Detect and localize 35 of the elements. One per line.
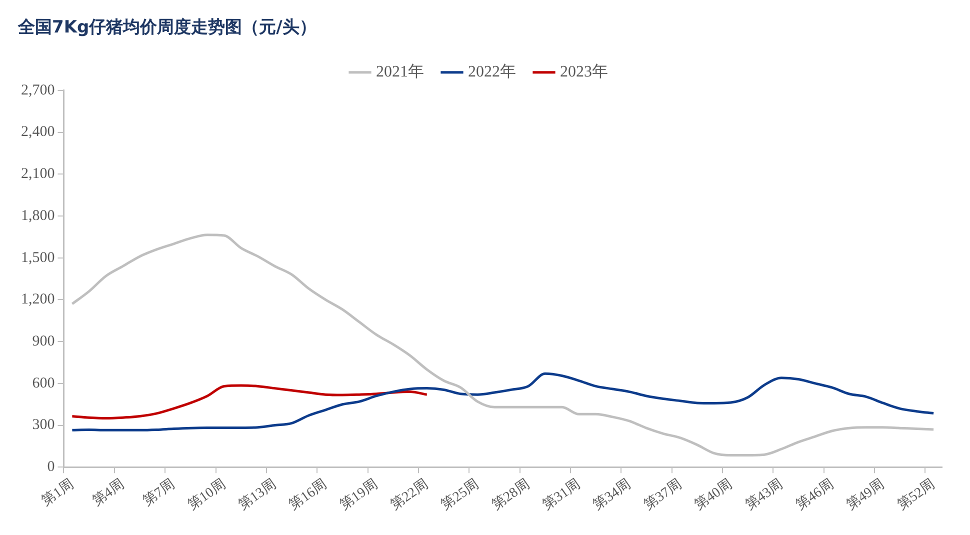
y-tick-label: 900	[32, 334, 55, 350]
x-tick-label: 第52周	[894, 476, 938, 514]
y-tick-label: 2,700	[21, 82, 55, 98]
x-tick-label: 第4周	[89, 476, 128, 510]
x-tick-label: 第7周	[140, 476, 178, 510]
x-tick-label: 第25周	[438, 476, 482, 514]
x-tick-label: 第13周	[236, 476, 280, 514]
y-tick-label: 2,400	[21, 124, 55, 140]
y-tick-label: 0	[47, 459, 55, 476]
x-tick-label: 第1周	[38, 476, 77, 510]
x-tick-label: 第43周	[742, 476, 786, 514]
x-tick-label: 第28周	[489, 476, 533, 514]
x-tick-label: 第16周	[286, 476, 330, 514]
y-tick-label: 1,500	[21, 250, 55, 266]
x-tick-label: 第34周	[590, 476, 634, 514]
legend-label: 2021年	[376, 64, 424, 81]
line-series	[70, 234, 935, 457]
x-tick-label: 第49周	[844, 476, 888, 514]
chart-title: 全国7Kg仔猪均价周度走势图（元/头）	[17, 18, 316, 38]
y-tick-label: 2,100	[21, 166, 55, 182]
x-tick-label: 第19周	[337, 476, 381, 514]
legend-label: 2023年	[560, 64, 608, 81]
x-tick-label: 第37周	[641, 476, 685, 514]
y-tick-label: 1,200	[21, 292, 55, 308]
line-series	[70, 372, 935, 432]
x-tick-label: 第46周	[793, 476, 837, 514]
x-tick-label: 第31周	[540, 476, 584, 514]
x-tick-label: 第10周	[185, 476, 229, 514]
line-series	[70, 384, 428, 420]
x-tick-label: 第22周	[388, 476, 432, 514]
x-tick-label: 第40周	[692, 476, 736, 514]
y-tick-label: 600	[32, 375, 55, 392]
y-tick-label: 300	[32, 417, 55, 434]
y-tick-label: 1,800	[21, 208, 55, 224]
legend-label: 2022年	[468, 64, 516, 81]
